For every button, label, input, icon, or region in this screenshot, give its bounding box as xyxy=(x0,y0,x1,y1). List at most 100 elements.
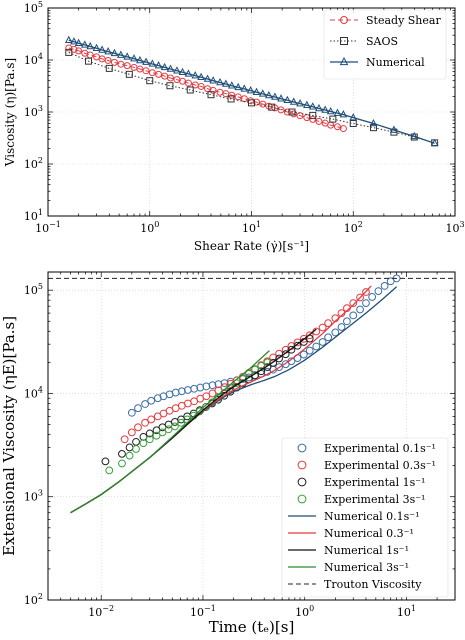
data-point-experimental-0-1s xyxy=(380,282,389,290)
data-point-experimental-0-1s xyxy=(202,382,211,391)
legend-item-experimental-0-3s: Experimental 0.3s⁻¹ xyxy=(297,459,436,472)
data-point-steady-shear xyxy=(117,60,125,68)
data-point-experimental-0-1s xyxy=(312,342,321,351)
data-point-saos xyxy=(349,120,357,128)
series-saos xyxy=(65,48,439,147)
legend-item-numerical-0-1s: Numerical 0.1s⁻¹ xyxy=(288,510,420,523)
data-point-numerical xyxy=(271,92,279,100)
data-point-numerical xyxy=(173,66,181,74)
data-point-experimental-0-1s xyxy=(374,287,383,295)
data-point-experimental-3s xyxy=(118,459,126,468)
data-point-numerical xyxy=(240,84,249,92)
legend-item-numerical-1s: Numerical 1s⁻¹ xyxy=(288,544,409,557)
data-point-experimental-1s xyxy=(118,449,126,458)
data-point-steady-shear xyxy=(65,44,73,52)
data-point-numerical xyxy=(326,106,335,115)
legend-marker xyxy=(297,494,307,504)
data-point-numerical xyxy=(227,81,236,89)
data-point-numerical xyxy=(264,90,273,99)
legend-label: Numerical 1s⁻¹ xyxy=(324,544,409,557)
tick-labels: 10−2 10−1 100 101 102 103 104 105 xyxy=(24,282,416,619)
data-point-numerical xyxy=(234,82,243,91)
data-point-numerical xyxy=(64,35,73,43)
data-point-experimental-0-1s xyxy=(127,408,136,417)
data-point-steady-shear xyxy=(309,115,317,123)
data-point-numerical xyxy=(191,71,200,79)
data-point-experimental-3s xyxy=(105,466,114,475)
data-point-steady-shear xyxy=(75,47,83,55)
y-axis-label: Viscosity (η)[Pa.s] xyxy=(3,58,17,167)
data-point-numerical xyxy=(209,76,217,84)
legend-item-experimental-3s: Experimental 3s⁻¹ xyxy=(297,493,425,506)
y-tick-label: 105 xyxy=(24,0,43,15)
data-point-numerical xyxy=(277,94,285,102)
data-point-steady-shear xyxy=(104,56,112,64)
legend-item-numerical-0-3: Numerical 0.3⁻¹ xyxy=(288,527,414,540)
data-point-experimental-0-1s xyxy=(331,328,340,337)
data-point-saos xyxy=(329,115,337,123)
y-tick-label: 104 xyxy=(24,52,43,67)
series-numerical-3s xyxy=(70,350,270,514)
data-point-steady-shear xyxy=(184,79,192,87)
data-point-experimental-3s xyxy=(145,435,154,444)
legend-label: Trouton Viscosity xyxy=(324,578,422,591)
data-point-experimental-0-1s xyxy=(153,394,162,403)
data-point-saos xyxy=(268,103,276,111)
data-point-experimental-0-1s xyxy=(324,333,333,342)
data-point-steady-shear xyxy=(296,112,304,120)
data-point-numerical xyxy=(74,38,83,46)
data-point-experimental-1s xyxy=(269,358,278,367)
data-point-numerical xyxy=(321,105,330,113)
data-point-numerical xyxy=(148,59,157,67)
data-point-experimental-0-1s xyxy=(275,363,283,371)
data-point-experimental-0-3s xyxy=(299,334,308,343)
legend-item-experimental-1s: Experimental 1s⁻¹ xyxy=(297,476,425,489)
data-point-numerical xyxy=(246,86,255,94)
data-point-steady-shear xyxy=(283,108,291,116)
data-point-experimental-3s xyxy=(164,425,173,434)
y-tick-label: 102 xyxy=(24,592,43,607)
data-point-steady-shear xyxy=(315,117,323,125)
data-point-saos xyxy=(207,91,215,99)
data-point-experimental-0-3s xyxy=(208,389,217,398)
data-point-saos xyxy=(146,77,154,85)
plot-frame xyxy=(47,7,456,217)
data-point-experimental-0-1s xyxy=(141,400,149,408)
data-point-steady-shear xyxy=(253,98,261,106)
data-point-numerical xyxy=(110,48,119,57)
series-group xyxy=(64,35,439,147)
data-point-numerical xyxy=(315,103,323,112)
data-point-experimental-0-1s xyxy=(171,388,180,397)
data-point-experimental-1s xyxy=(281,350,290,359)
legend-box xyxy=(281,437,449,598)
data-point-experimental-0-3s xyxy=(141,418,149,427)
data-point-numerical xyxy=(197,72,205,81)
y-tick-label: 103 xyxy=(24,489,43,504)
data-point-experimental-0-3s xyxy=(226,379,235,388)
legend-marker xyxy=(340,37,348,45)
x-tick-label: 103 xyxy=(445,220,464,235)
x-tick-label: 100 xyxy=(140,220,159,235)
data-point-numerical xyxy=(283,95,292,104)
x-tick-label: 101 xyxy=(397,604,416,619)
data-point-numerical xyxy=(142,57,150,65)
data-point-numerical xyxy=(154,61,163,69)
data-point-experimental-0-1s xyxy=(208,381,217,390)
data-point-saos xyxy=(369,124,377,132)
data-point-experimental-0-3s xyxy=(120,435,129,444)
legend-label: Steady Shear xyxy=(366,14,441,27)
data-point-steady-shear xyxy=(167,74,175,82)
data-point-numerical xyxy=(104,47,112,55)
legend-label: Numerical xyxy=(366,56,425,69)
x-tick-label: 10−2 xyxy=(88,604,114,619)
x-tick-label: 101 xyxy=(242,220,261,235)
legend-label: Experimental 1s⁻¹ xyxy=(324,476,425,489)
legend: Experimental 0.1s⁻¹ Experimental 0.3s⁻¹ Ex… xyxy=(281,437,449,598)
data-point-experimental-0-3s xyxy=(318,323,327,332)
data-point-saos xyxy=(166,82,174,90)
chart-viscosity-vs-shear-rate: 10−1 100 101 102 103 101 102 103 104 105 Shear Rat… xyxy=(3,0,465,253)
data-point-experimental-3s xyxy=(125,451,134,460)
y-tick-label: 101 xyxy=(24,208,43,223)
legend-label: Experimental 3s⁻¹ xyxy=(324,493,425,506)
